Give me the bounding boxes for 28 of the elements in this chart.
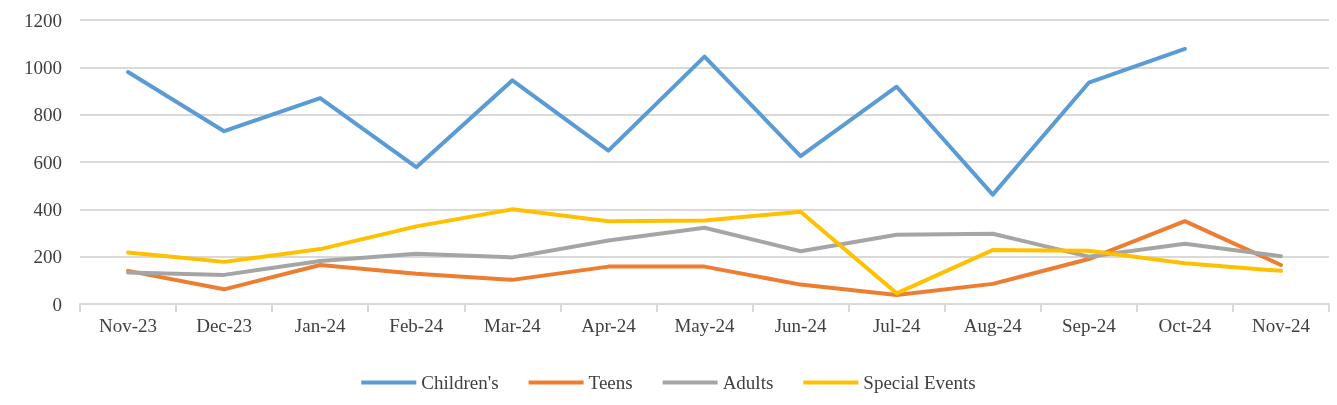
y-tick-label: 600 bbox=[33, 151, 62, 173]
x-tick-label: Apr-24 bbox=[581, 315, 637, 336]
line-series bbox=[126, 225, 1283, 277]
x-tick-label: Oct-24 bbox=[1158, 315, 1212, 336]
line-series bbox=[126, 219, 1283, 298]
x-tick-label: Nov-23 bbox=[99, 315, 158, 336]
line-series bbox=[126, 207, 1283, 296]
y-tick-label: 0 bbox=[52, 293, 62, 315]
x-tick-label: Nov-24 bbox=[1251, 315, 1311, 336]
legend-label: Children's bbox=[421, 372, 499, 393]
x-tick-label: Feb-24 bbox=[389, 315, 444, 336]
x-tick-label: Jan-24 bbox=[294, 315, 347, 336]
legend-label: Teens bbox=[588, 372, 633, 393]
y-tick-label: 800 bbox=[33, 104, 62, 126]
y-tick-label: 1000 bbox=[24, 56, 62, 78]
y-tick-label: 200 bbox=[33, 246, 62, 268]
y-tick-label: 1200 bbox=[24, 9, 62, 31]
x-tick-label: Mar-24 bbox=[484, 315, 542, 336]
line-series bbox=[126, 46, 1187, 197]
y-tick-label: 400 bbox=[33, 198, 62, 220]
legend-label: Special Events bbox=[863, 372, 976, 393]
x-tick-label: Jul-24 bbox=[872, 315, 921, 336]
x-tick-label: Sep-24 bbox=[1061, 315, 1117, 336]
x-tick-label: Jun-24 bbox=[774, 315, 827, 336]
x-tick-label: May-24 bbox=[674, 315, 736, 336]
x-tick-label: Dec-23 bbox=[196, 315, 253, 336]
x-tick-label: Aug-24 bbox=[963, 315, 1023, 336]
legend-label: Adults bbox=[722, 372, 774, 393]
